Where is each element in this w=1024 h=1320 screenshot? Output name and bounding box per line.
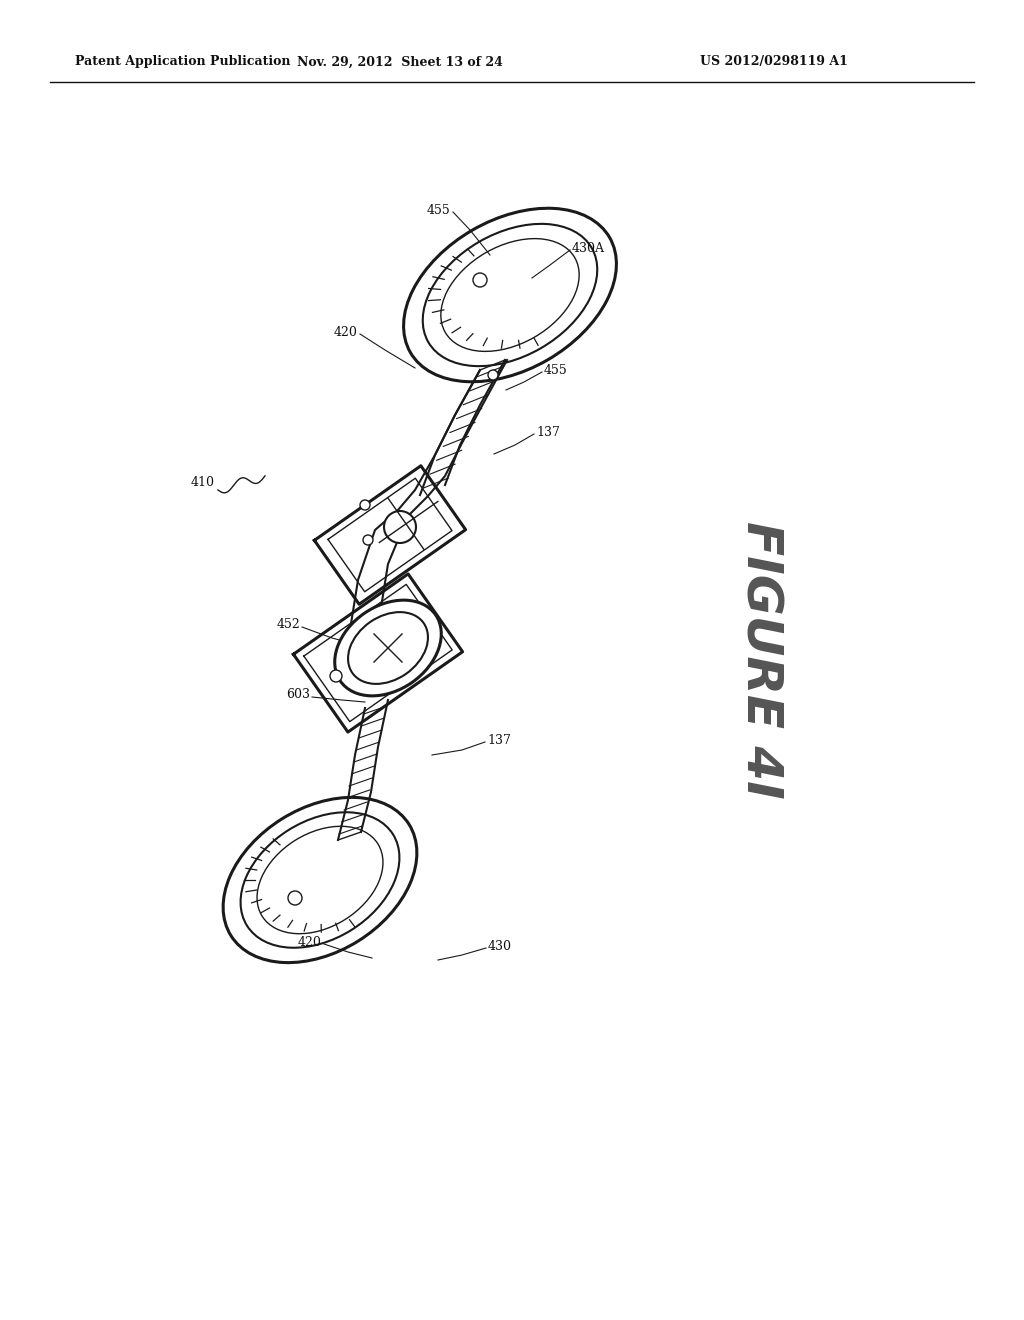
Text: 452: 452 [276, 619, 300, 631]
Text: 430A: 430A [572, 242, 605, 255]
Text: 420: 420 [298, 936, 322, 949]
Text: 455: 455 [426, 203, 450, 216]
Text: 603: 603 [286, 689, 310, 701]
Circle shape [362, 535, 373, 545]
Text: FIGURE 4I: FIGURE 4I [736, 521, 784, 799]
Circle shape [330, 671, 342, 682]
Text: US 2012/0298119 A1: US 2012/0298119 A1 [700, 55, 848, 69]
Text: 430: 430 [488, 940, 512, 953]
Ellipse shape [335, 601, 441, 696]
Text: 420: 420 [334, 326, 358, 338]
Circle shape [473, 273, 487, 286]
Text: 455: 455 [544, 363, 567, 376]
Circle shape [288, 891, 302, 906]
Ellipse shape [348, 612, 428, 684]
Text: Patent Application Publication: Patent Application Publication [75, 55, 291, 69]
Text: 137: 137 [536, 425, 560, 438]
Circle shape [488, 370, 498, 380]
Text: 410: 410 [191, 475, 215, 488]
Circle shape [384, 511, 416, 543]
Text: 137: 137 [487, 734, 511, 747]
Circle shape [360, 500, 370, 510]
Text: Nov. 29, 2012  Sheet 13 of 24: Nov. 29, 2012 Sheet 13 of 24 [297, 55, 503, 69]
